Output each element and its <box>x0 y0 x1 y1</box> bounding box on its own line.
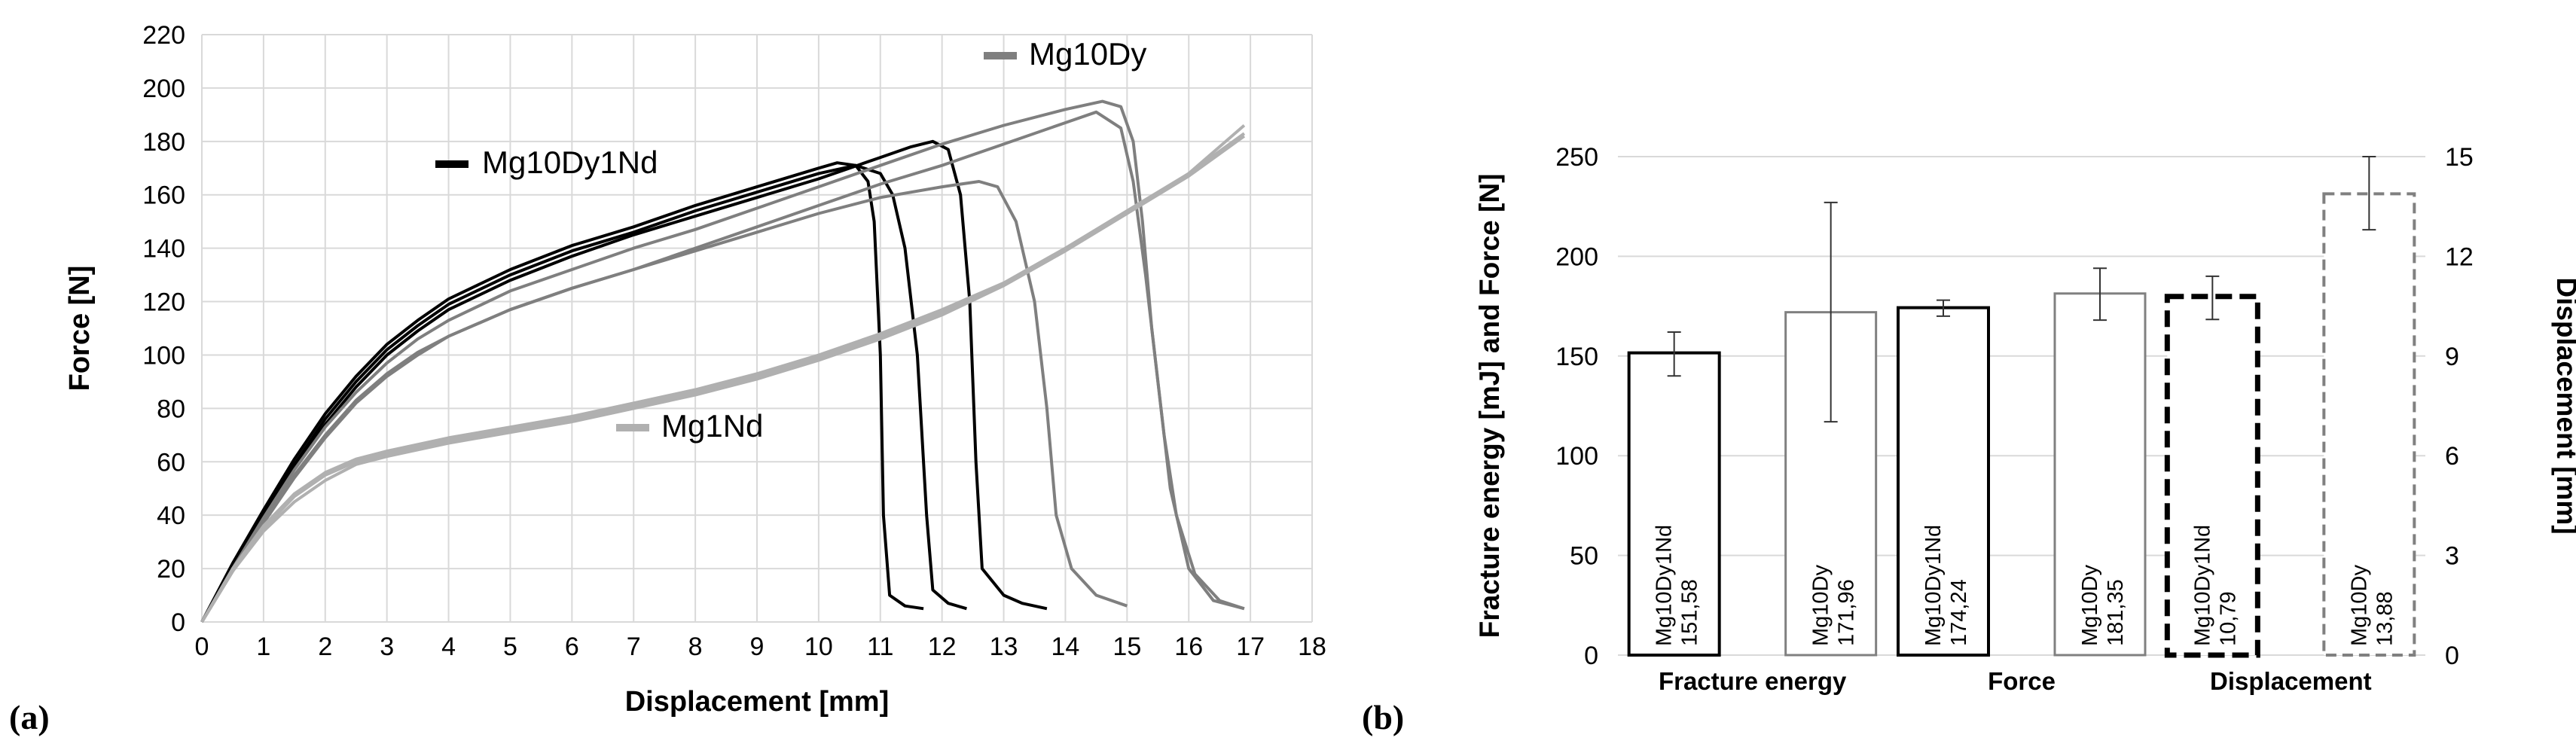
y-tick-label: 180 <box>142 128 185 157</box>
y-tick-label: 140 <box>142 235 185 264</box>
series-line-mg10dy-3 <box>200 99 1245 623</box>
legend-label: Mg1Nd <box>661 408 763 444</box>
bar-force-mg10dy <box>2053 292 2147 657</box>
x-tick-label: 16 <box>1174 633 1203 661</box>
bar-force-mg10dy1nd <box>1897 306 1990 657</box>
bar-name-label: Mg10Dy <box>2347 565 2371 646</box>
y-tick-label: 160 <box>142 181 185 210</box>
series-line-mg10dy1nd-1 <box>200 161 924 623</box>
y-tick-label: 100 <box>142 341 185 370</box>
x-tick-label: 3 <box>380 633 394 661</box>
bar-value-label: 174,24 <box>1947 579 1971 646</box>
y-tick-label: 80 <box>157 395 185 423</box>
bar-value-label: 13,88 <box>2373 591 2397 646</box>
bar-fracture-energy-mg10dy1nd <box>1627 351 1721 657</box>
series-line-mg1nd-1 <box>200 123 1246 623</box>
x-tick-label: 10 <box>804 633 833 661</box>
x-tick-label: 11 <box>867 633 893 661</box>
x-tick-label: 8 <box>688 633 703 661</box>
x-category-label: Fracture energy <box>1659 667 1847 695</box>
y-left-axis-label: Fracture energy [mJ] and Force [N] <box>1474 174 1505 639</box>
bar-name-label: Mg10Dy1Nd <box>2190 525 2214 646</box>
y-tick-label: 0 <box>171 608 185 637</box>
x-tick-label: 7 <box>627 633 641 661</box>
y-right-tick-label: 15 <box>2445 143 2474 172</box>
series-line-mg1nd-3 <box>200 132 1246 623</box>
y-left-tick-label: 200 <box>1555 242 1598 271</box>
x-category-label: Displacement <box>2210 667 2372 695</box>
y-left-tick-label: 50 <box>1570 542 1598 571</box>
x-category-label: Force <box>1988 667 2056 695</box>
x-tick-label: 2 <box>318 633 332 661</box>
series-line-mg10dy1nd-3 <box>200 139 1048 623</box>
panel-label-a: (a) <box>9 698 50 736</box>
x-tick-label: 6 <box>565 633 579 661</box>
bar-name-label: Mg10Dy <box>2078 565 2102 646</box>
y-tick-label: 60 <box>157 448 185 477</box>
y-axis-label: Force [N] <box>64 266 96 392</box>
y-left-tick-label: 250 <box>1555 143 1598 172</box>
y-tick-label: 40 <box>157 501 185 530</box>
bar-value-label: 151,58 <box>1678 579 1702 646</box>
legend-label: Mg10Dy <box>1029 36 1146 72</box>
x-tick-label: 14 <box>1051 633 1080 661</box>
series-line-mg10dy-2 <box>200 110 1245 623</box>
bar-displacement-mg10dy <box>2322 192 2416 657</box>
y-tick-label: 220 <box>142 21 185 50</box>
panel-label-b: (b) <box>1362 698 1404 736</box>
bar-name-label: Mg10Dy <box>1809 565 1833 646</box>
y-right-tick-label: 3 <box>2445 542 2459 571</box>
bar-displacement-mg10dy1nd <box>2164 294 2260 658</box>
bar-name-label: Mg10Dy1Nd <box>1921 525 1946 646</box>
y-left-tick-label: 100 <box>1555 442 1598 471</box>
x-tick-label: 1 <box>256 633 270 661</box>
y-left-tick-label: 0 <box>1584 642 1598 670</box>
x-axis-label: Displacement [mm] <box>625 686 890 718</box>
x-tick-label: 4 <box>441 633 456 661</box>
bar-name-label: Mg10Dy1Nd <box>1653 525 1677 646</box>
y-right-tick-label: 12 <box>2445 242 2474 271</box>
y-right-tick-label: 0 <box>2445 642 2459 670</box>
x-tick-label: 12 <box>928 633 957 661</box>
y-tick-label: 200 <box>142 75 185 103</box>
y-left-tick-label: 150 <box>1555 343 1598 371</box>
x-tick-label: 0 <box>195 633 209 661</box>
y-tick-label: 20 <box>157 555 185 584</box>
x-tick-label: 17 <box>1236 633 1265 661</box>
x-tick-label: 5 <box>503 633 517 661</box>
y-tick-label: 120 <box>142 288 185 317</box>
bar-value-label: 181,35 <box>2104 579 2128 646</box>
x-tick-label: 9 <box>750 633 765 661</box>
series-line-mg10dy1nd-2 <box>200 163 967 623</box>
y-right-tick-label: 6 <box>2445 442 2459 471</box>
x-tick-label: 15 <box>1113 633 1141 661</box>
y-right-axis-label: Displacement [mm] <box>2551 277 2576 534</box>
bar-value-label: 10,79 <box>2216 591 2240 646</box>
y-right-tick-label: 9 <box>2445 343 2459 371</box>
series-line-mg10dy-1 <box>200 180 1128 623</box>
bar-value-label: 171,96 <box>1835 579 1859 646</box>
x-tick-label: 18 <box>1298 633 1326 661</box>
legend-label: Mg10Dy1Nd <box>482 145 658 180</box>
x-tick-label: 13 <box>990 633 1018 661</box>
